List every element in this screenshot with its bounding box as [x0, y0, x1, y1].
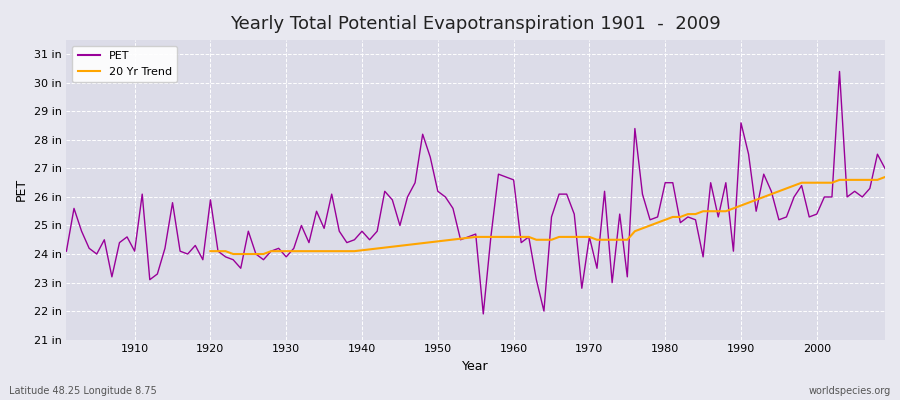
Y-axis label: PET: PET: [15, 178, 28, 202]
X-axis label: Year: Year: [463, 360, 489, 373]
Text: Latitude 48.25 Longitude 8.75: Latitude 48.25 Longitude 8.75: [9, 386, 157, 396]
Legend: PET, 20 Yr Trend: PET, 20 Yr Trend: [72, 46, 177, 82]
Title: Yearly Total Potential Evapotranspiration 1901  -  2009: Yearly Total Potential Evapotranspiratio…: [230, 15, 721, 33]
Text: worldspecies.org: worldspecies.org: [809, 386, 891, 396]
